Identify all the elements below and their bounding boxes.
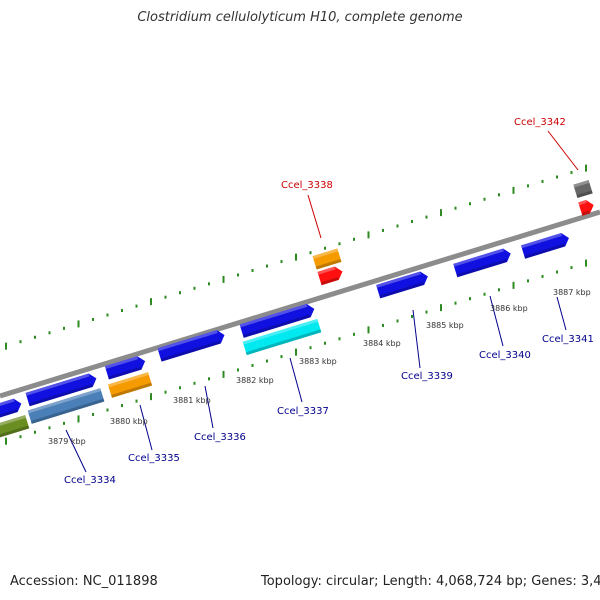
gene-label[interactable]: Ccel_3339 xyxy=(401,371,453,382)
gene-ccel-3334-rev xyxy=(27,388,105,424)
gene-label[interactable]: Ccel_3337 xyxy=(277,406,329,417)
gene-ccel-3342-gray xyxy=(573,179,593,199)
gene-labels: Ccel_3334 Ccel_3335 Ccel_3336 Ccel_3337 Ccel… xyxy=(64,117,594,486)
tick-row-upper xyxy=(5,164,587,350)
gene-label[interactable]: Ccel_3342 xyxy=(514,117,566,128)
gene-label[interactable]: Ccel_3334 xyxy=(64,475,116,486)
gene-olive-part xyxy=(0,415,30,439)
leader-line xyxy=(556,296,567,331)
gene-ccel-3335 xyxy=(107,372,153,398)
gene-ccel-3336 xyxy=(157,330,225,362)
genome-summary-text: Topology: circular; Length: 4,068,724 bp… xyxy=(261,574,600,589)
gene-ccel-3337-fwd xyxy=(239,303,315,338)
kbp-label: 3881 kbp xyxy=(173,396,211,405)
kbp-label: 3882 kbp xyxy=(236,376,274,385)
gene-ccel-3341 xyxy=(521,233,569,259)
gene-ccel-3337 xyxy=(242,318,322,356)
label-leader-lines xyxy=(65,130,579,473)
kbp-label: 3886 kbp xyxy=(490,304,528,313)
gene-label[interactable]: Ccel_3335 xyxy=(128,453,180,464)
genome-backbone xyxy=(0,209,600,399)
leader-line xyxy=(307,194,322,239)
gene-ccel-3338-orange xyxy=(312,248,342,270)
leader-line xyxy=(204,385,214,429)
leader-line xyxy=(547,130,579,171)
accession-text: Accession: NC_011898 xyxy=(10,574,158,589)
gene-label[interactable]: Ccel_3336 xyxy=(194,432,246,443)
gene-ccel-3335-fwd xyxy=(104,356,146,380)
leader-line xyxy=(65,429,87,473)
gene-label[interactable]: Ccel_3340 xyxy=(479,350,531,361)
gene-ccel-3333-part xyxy=(0,398,22,420)
map-title: Clostridium cellulolyticum H10, complete… xyxy=(137,10,463,25)
gene-ccel-3334 xyxy=(25,373,97,407)
gene-ccel-3339 xyxy=(376,271,428,299)
leader-line xyxy=(412,309,421,369)
tick-row-lower xyxy=(5,259,587,445)
kbp-label: 3884 kbp xyxy=(363,339,401,348)
kbp-label: 3879 kbp xyxy=(48,437,86,446)
kbp-label: 3883 kbp xyxy=(299,357,337,366)
gene-track xyxy=(0,179,594,439)
leader-line xyxy=(489,295,504,347)
kbp-label: 3880 kbp xyxy=(110,417,148,426)
kbp-label: 3885 kbp xyxy=(426,321,464,330)
gene-label[interactable]: Ccel_3338 xyxy=(281,180,333,191)
kbp-scale-labels: 3879 kbp 3880 kbp 3881 kbp 3882 kbp 3883 kbp… xyxy=(48,288,591,446)
kbp-label: 3887 kbp xyxy=(553,288,591,297)
gene-ccel-3338 xyxy=(317,266,343,286)
gene-ccel-3342 xyxy=(578,200,594,216)
leader-line xyxy=(289,357,303,403)
gene-label[interactable]: Ccel_3341 xyxy=(542,334,594,345)
leader-line xyxy=(139,404,153,451)
gene-ccel-3340 xyxy=(453,248,511,278)
